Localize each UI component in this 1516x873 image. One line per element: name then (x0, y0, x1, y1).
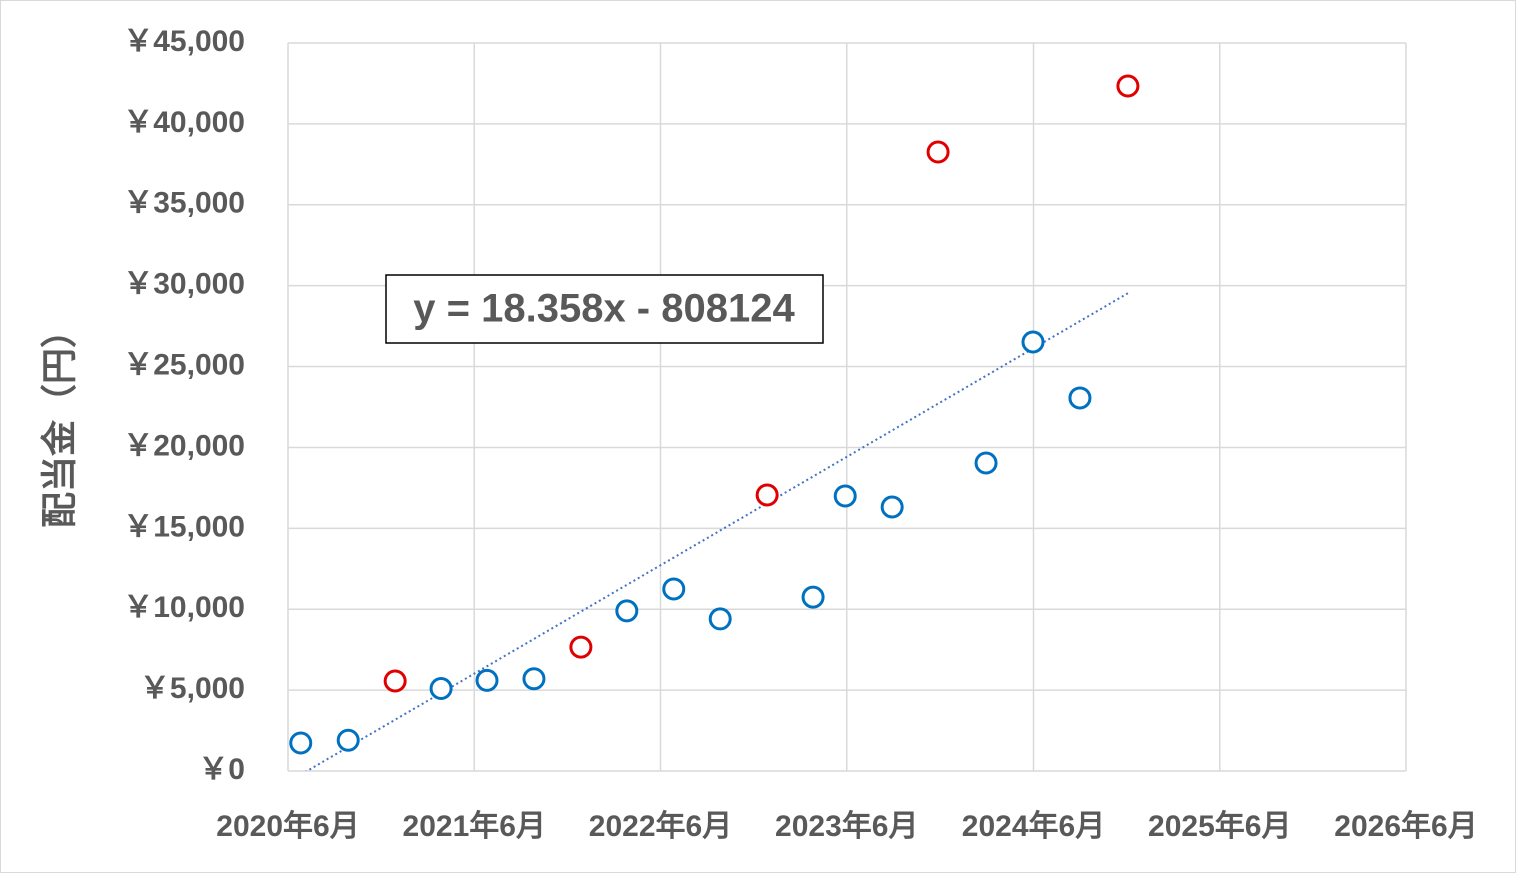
point (615, 599, 639, 623)
point (880, 495, 904, 519)
point (662, 577, 686, 601)
point (522, 667, 546, 691)
point (336, 728, 360, 752)
x-tick-label: 2026年6月 (1334, 810, 1477, 843)
y-tick-label: ￥25,000 (123, 348, 245, 381)
trendline-label-box (385, 274, 824, 344)
point (1021, 330, 1045, 354)
point (708, 607, 732, 631)
x-tick-label: 2023年6月 (775, 810, 918, 843)
point (1116, 74, 1140, 98)
y-axis-label: 配当金（円） (39, 312, 80, 528)
y-tick-label: ￥5,000 (140, 672, 245, 705)
x-tick-label: 2025年6月 (1148, 810, 1291, 843)
point (569, 635, 593, 659)
point (289, 731, 313, 755)
y-tick-label: ￥35,000 (123, 187, 245, 220)
x-tick-label: 2021年6月 (403, 810, 546, 843)
y-tick-label: ￥15,000 (123, 510, 245, 543)
point (475, 668, 499, 692)
y-tick-label: ￥40,000 (123, 106, 245, 139)
point (1068, 386, 1092, 410)
point (383, 669, 407, 693)
point (974, 451, 998, 475)
y-tick-label: ￥30,000 (123, 268, 245, 301)
y-tick-label: ￥45,000 (123, 25, 245, 58)
point (926, 140, 950, 164)
y-tick-label: ￥20,000 (123, 429, 245, 462)
x-tick-label: 2020年6月 (216, 810, 359, 843)
trendline-label: y = 18.358x - 808124 (413, 287, 795, 331)
x-tick-label: 2022年6月 (589, 810, 732, 843)
y-tick-label: ￥0 (198, 753, 245, 786)
point (755, 483, 779, 507)
point (429, 676, 453, 700)
point (833, 484, 857, 508)
point (801, 585, 825, 609)
y-tick-label: ￥10,000 (123, 591, 245, 624)
x-tick-label: 2024年6月 (962, 810, 1105, 843)
